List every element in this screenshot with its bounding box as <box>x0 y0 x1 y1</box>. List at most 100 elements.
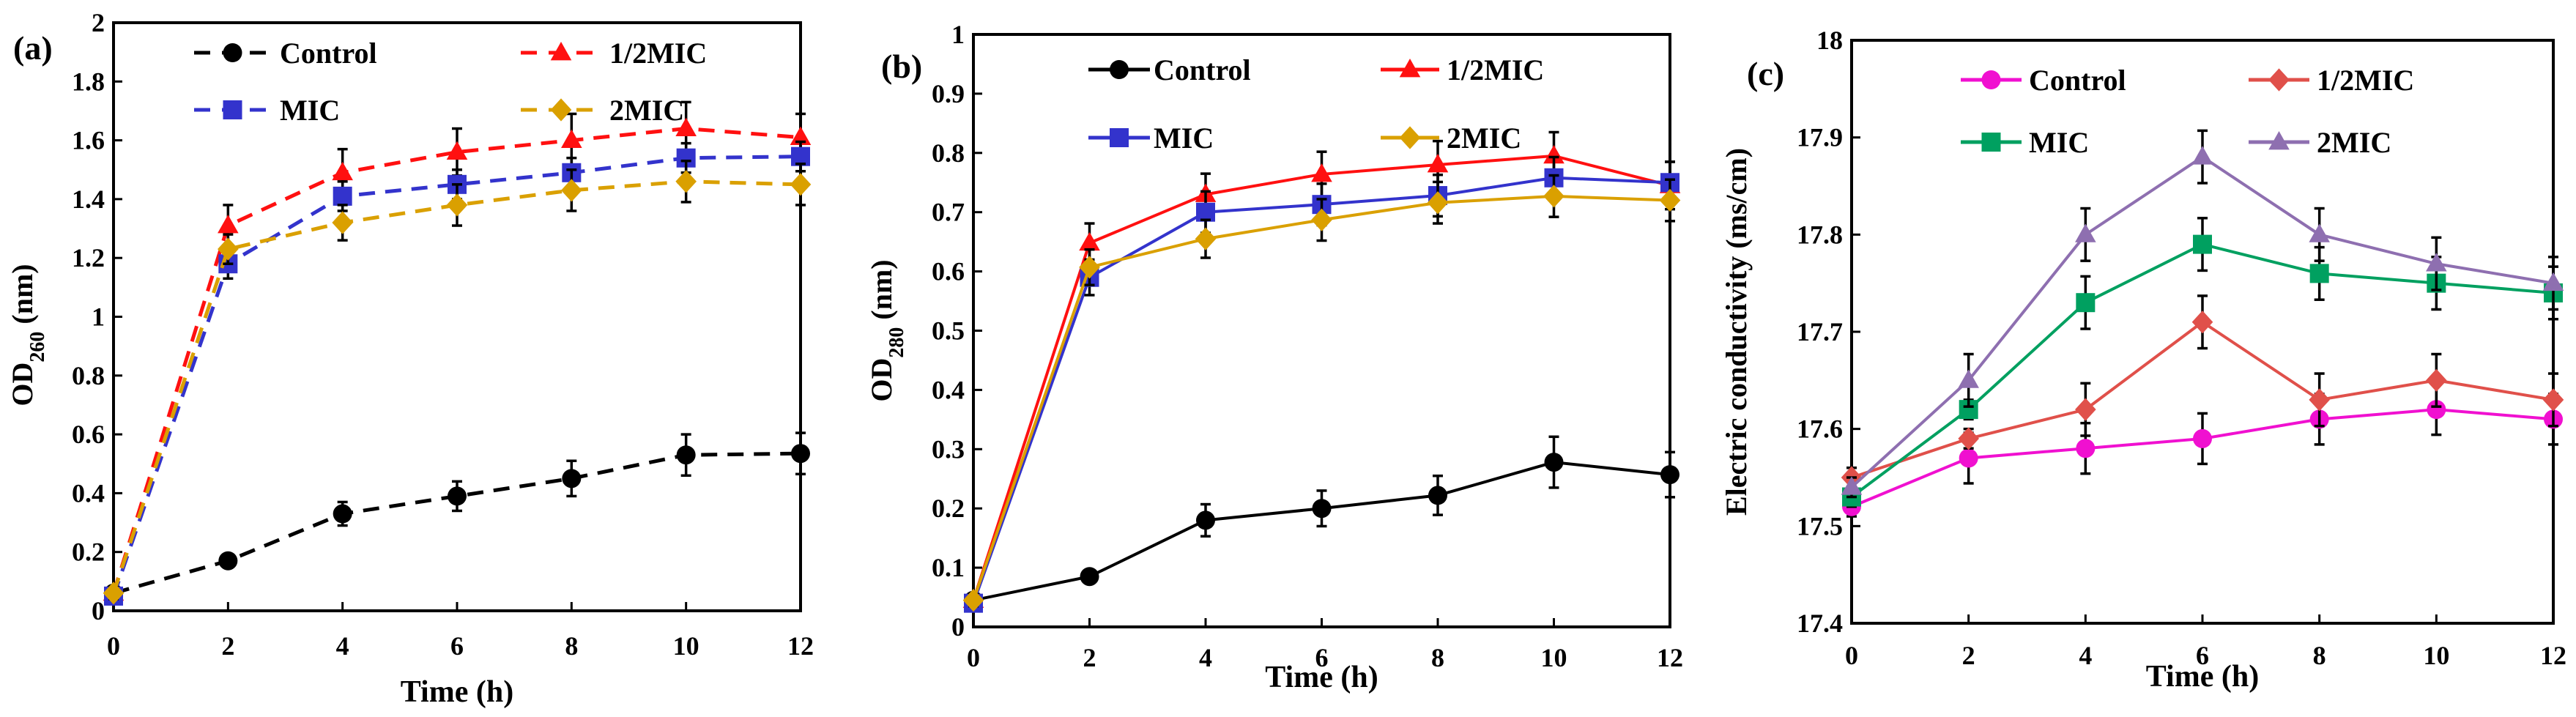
y-tick-label: 17.5 <box>1797 511 1843 540</box>
data-point-marker <box>790 126 812 145</box>
x-tick-label: 6 <box>1315 643 1329 672</box>
x-tick-label: 10 <box>1541 643 1567 672</box>
legend-entry: MIC <box>194 94 340 127</box>
data-point-marker <box>561 179 582 202</box>
y-tick-label: 0.3 <box>932 434 965 464</box>
data-point-marker <box>1958 427 1979 450</box>
legend-entry: 2MIC <box>521 94 684 127</box>
data-point-marker <box>1659 188 1681 212</box>
legend-label: 2MIC <box>1447 122 1521 155</box>
data-point-marker <box>790 173 812 196</box>
legend-marker <box>1399 126 1421 149</box>
panel-label: (b) <box>881 48 922 85</box>
data-point-marker <box>448 486 467 506</box>
data-point-marker <box>446 141 468 160</box>
data-point-marker <box>2309 388 2330 412</box>
data-point-marker <box>2309 264 2329 283</box>
data-point-marker <box>2542 272 2564 291</box>
data-point-marker <box>332 211 353 234</box>
legend-entry: MIC <box>1961 126 2089 159</box>
legend-entry: Control <box>1961 64 2126 97</box>
data-point-marker <box>1958 369 1979 388</box>
data-point-marker <box>1660 465 1679 485</box>
data-point-marker <box>1427 154 1449 173</box>
y-tick-label: 1.2 <box>72 243 105 272</box>
legend-label: 1/2MIC <box>2317 64 2414 97</box>
data-point-marker <box>676 445 696 465</box>
data-point-marker <box>2426 368 2447 392</box>
legend-entry: MIC <box>1088 122 1214 155</box>
y-tick-label: 0.6 <box>932 257 965 286</box>
x-tick-label: 2 <box>1083 643 1096 672</box>
x-tick-label: 6 <box>2196 641 2209 670</box>
legend-label: 2MIC <box>609 94 684 127</box>
x-tick-label: 0 <box>107 631 120 661</box>
panel-label: (a) <box>13 29 53 67</box>
y-tick-label: 0.4 <box>932 375 965 404</box>
legend-entry: 1/2MIC <box>2249 64 2414 97</box>
y-tick-label: 0.8 <box>932 138 965 168</box>
data-point-marker <box>2075 398 2096 421</box>
data-point-marker <box>791 444 810 464</box>
data-point-marker <box>1196 202 1215 222</box>
y-axis-title-unit: (nm) <box>865 259 898 327</box>
legend-label: 1/2MIC <box>1447 53 1544 86</box>
y-tick-label: 0.2 <box>932 494 965 523</box>
legend-marker <box>1981 133 2001 152</box>
series-line <box>972 194 1671 601</box>
y-axis-title-main: OD <box>865 358 898 402</box>
y-tick-label: 0.7 <box>932 198 965 227</box>
data-point-marker <box>675 117 697 136</box>
legend-entry: 1/2MIC <box>1381 53 1544 86</box>
panel-label: (c) <box>1747 55 1784 92</box>
x-tick-label: 2 <box>221 631 234 661</box>
y-tick-label: 1.4 <box>72 185 105 214</box>
data-point-marker <box>1543 185 1564 208</box>
y-tick-label: 18 <box>1816 26 1843 55</box>
data-point-marker <box>1543 144 1564 164</box>
y-axis-title-unit: (nm) <box>6 264 39 331</box>
legend-marker <box>223 100 242 119</box>
legend-label: Control <box>2029 64 2126 97</box>
legend-entry: 1/2MIC <box>521 37 707 70</box>
y-tick-label: 1 <box>92 302 105 332</box>
data-point-marker <box>1195 227 1217 250</box>
data-point-marker <box>218 551 238 571</box>
x-tick-label: 12 <box>1657 643 1683 672</box>
data-point-marker <box>332 161 353 181</box>
data-point-marker <box>218 215 239 234</box>
plot-frame <box>112 21 802 612</box>
series-2mic <box>962 174 1681 612</box>
legend-label: Control <box>1154 53 1251 86</box>
x-axis-title: Time (h) <box>1265 661 1378 694</box>
y-tick-label: 0.9 <box>932 79 965 108</box>
data-point-marker <box>2426 253 2447 272</box>
x-tick-label: 4 <box>2079 641 2092 670</box>
x-tick-label: 8 <box>2313 641 2326 670</box>
x-axis-title: Time (h) <box>2146 660 2259 694</box>
y-tick-label: 1.8 <box>72 67 105 96</box>
series-line <box>113 451 801 595</box>
data-point-marker <box>2076 293 2096 313</box>
legend-marker <box>1110 128 1129 147</box>
data-point-marker <box>2076 439 2096 458</box>
chart-panel-c: 17.4 17.5 17.6 17.7 17.8 17.9 18 0 2 4 6 8 10 12 Time … <box>1720 26 2566 694</box>
y-tick-label: 1 <box>951 20 965 49</box>
y-axis-title-subscript: 280 <box>886 327 908 358</box>
series-2mic <box>1841 129 2564 499</box>
x-tick-label: 4 <box>336 631 349 661</box>
y-tick-label: 2 <box>92 8 105 37</box>
y-tick-label: 17.8 <box>1797 220 1843 249</box>
y-tick-label: 17.6 <box>1797 415 1843 444</box>
legend-marker <box>223 43 242 62</box>
legend-label: Control <box>280 37 377 70</box>
data-point-marker <box>2191 146 2213 165</box>
legend-marker <box>1981 70 2001 89</box>
y-tick-label: 0.4 <box>72 478 105 508</box>
data-point-marker <box>1544 453 1564 472</box>
legend-entry: 2MIC <box>2249 126 2391 159</box>
data-point-marker <box>1311 163 1332 182</box>
legend-marker <box>550 98 572 122</box>
y-tick-label: 0.2 <box>72 538 105 567</box>
data-point-marker <box>1427 191 1449 215</box>
